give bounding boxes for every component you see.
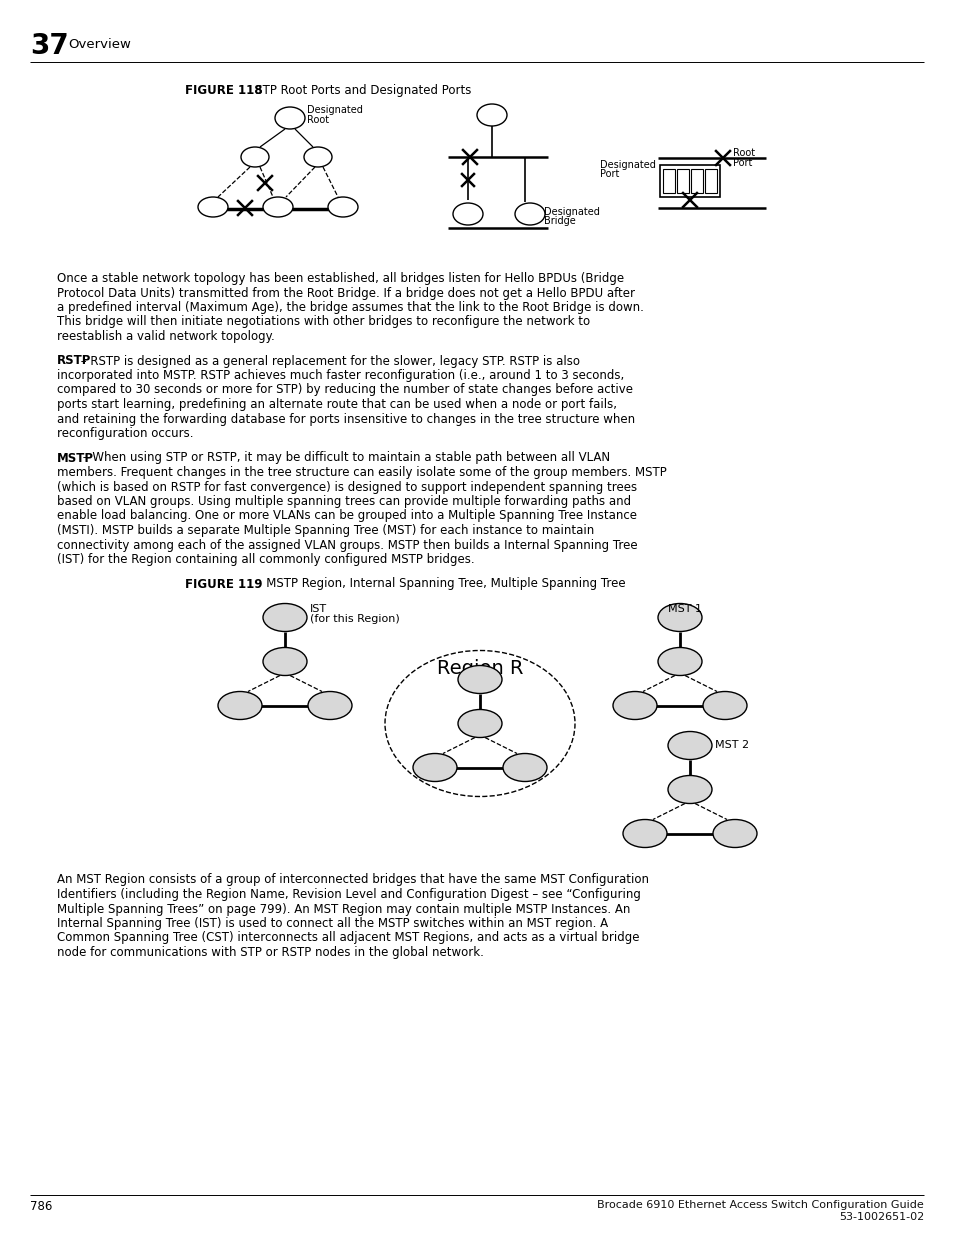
Text: FIGURE 119: FIGURE 119 bbox=[185, 578, 262, 590]
Ellipse shape bbox=[613, 692, 657, 720]
Text: Port: Port bbox=[599, 169, 618, 179]
Ellipse shape bbox=[198, 198, 228, 217]
Text: a predefined interval (Maximum Age), the bridge assumes that the link to the Roo: a predefined interval (Maximum Age), the… bbox=[57, 301, 643, 314]
Ellipse shape bbox=[457, 666, 501, 694]
Text: STP Root Ports and Designated Ports: STP Root Ports and Designated Ports bbox=[244, 84, 471, 98]
Ellipse shape bbox=[502, 753, 546, 782]
Bar bbox=[690, 169, 702, 193]
Text: Once a stable network topology has been established, all bridges listen for Hell: Once a stable network topology has been … bbox=[57, 272, 623, 285]
Text: FIGURE 118: FIGURE 118 bbox=[185, 84, 262, 98]
Ellipse shape bbox=[702, 692, 746, 720]
Text: An MST Region consists of a group of interconnected bridges that have the same M: An MST Region consists of a group of int… bbox=[57, 873, 648, 887]
Text: 37: 37 bbox=[30, 32, 69, 61]
Text: and retaining the forwarding database for ports insensitive to changes in the tr: and retaining the forwarding database fo… bbox=[57, 412, 635, 426]
Text: connectivity among each of the assigned VLAN groups. MSTP then builds a Internal: connectivity among each of the assigned … bbox=[57, 538, 637, 552]
Text: node for communications with STP or RSTP nodes in the global network.: node for communications with STP or RSTP… bbox=[57, 946, 483, 960]
Text: MSTP Region, Internal Spanning Tree, Multiple Spanning Tree: MSTP Region, Internal Spanning Tree, Mul… bbox=[254, 578, 625, 590]
Bar bbox=[659, 165, 720, 198]
Text: reconfiguration occurs.: reconfiguration occurs. bbox=[57, 427, 193, 440]
Ellipse shape bbox=[515, 203, 544, 225]
Ellipse shape bbox=[274, 107, 305, 128]
Text: MSTP: MSTP bbox=[57, 452, 94, 464]
Text: – When using STP or RSTP, it may be difficult to maintain a stable path between : – When using STP or RSTP, it may be diff… bbox=[79, 452, 610, 464]
Text: Root: Root bbox=[732, 148, 755, 158]
Bar bbox=[704, 169, 717, 193]
Text: IST: IST bbox=[310, 604, 327, 614]
Ellipse shape bbox=[413, 753, 456, 782]
Ellipse shape bbox=[476, 104, 506, 126]
Ellipse shape bbox=[263, 198, 293, 217]
Text: incorporated into MSTP. RSTP achieves much faster reconfiguration (i.e., around : incorporated into MSTP. RSTP achieves mu… bbox=[57, 369, 623, 382]
Text: Region R: Region R bbox=[436, 659, 522, 678]
Text: Port: Port bbox=[732, 158, 752, 168]
Bar bbox=[662, 169, 675, 193]
Text: Brocade 6910 Ethernet Access Switch Configuration Guide: Brocade 6910 Ethernet Access Switch Conf… bbox=[597, 1200, 923, 1210]
Ellipse shape bbox=[658, 604, 701, 631]
Ellipse shape bbox=[218, 692, 262, 720]
Ellipse shape bbox=[263, 604, 307, 631]
Text: (for this Region): (for this Region) bbox=[310, 615, 399, 625]
Text: (IST) for the Region containing all commonly configured MSTP bridges.: (IST) for the Region containing all comm… bbox=[57, 553, 475, 566]
Ellipse shape bbox=[658, 647, 701, 676]
Text: Identifiers (including the Region Name, Revision Level and Configuration Digest : Identifiers (including the Region Name, … bbox=[57, 888, 640, 902]
Text: ports start learning, predefining an alternate route that can be used when a nod: ports start learning, predefining an alt… bbox=[57, 398, 617, 411]
Text: Overview: Overview bbox=[68, 38, 131, 51]
Text: Designated: Designated bbox=[543, 207, 599, 217]
Text: 53-1002651-02: 53-1002651-02 bbox=[838, 1212, 923, 1221]
Ellipse shape bbox=[667, 731, 711, 760]
Ellipse shape bbox=[453, 203, 482, 225]
Text: (which is based on RSTP for fast convergence) is designed to support independent: (which is based on RSTP for fast converg… bbox=[57, 480, 637, 494]
Ellipse shape bbox=[308, 692, 352, 720]
Ellipse shape bbox=[457, 709, 501, 737]
Ellipse shape bbox=[712, 820, 757, 847]
Text: Root: Root bbox=[307, 115, 329, 125]
Text: members. Frequent changes in the tree structure can easily isolate some of the g: members. Frequent changes in the tree st… bbox=[57, 466, 666, 479]
Text: Protocol Data Units) transmitted from the Root Bridge. If a bridge does not get : Protocol Data Units) transmitted from th… bbox=[57, 287, 635, 300]
Text: Bridge: Bridge bbox=[543, 216, 576, 226]
Text: reestablish a valid network topology.: reestablish a valid network topology. bbox=[57, 330, 274, 343]
Ellipse shape bbox=[304, 147, 332, 167]
Text: 786: 786 bbox=[30, 1200, 52, 1213]
Ellipse shape bbox=[667, 776, 711, 804]
Text: Designated: Designated bbox=[307, 105, 362, 115]
Text: MST 1: MST 1 bbox=[667, 604, 701, 614]
Text: MST 2: MST 2 bbox=[714, 741, 748, 751]
Text: compared to 30 seconds or more for STP) by reducing the number of state changes : compared to 30 seconds or more for STP) … bbox=[57, 384, 633, 396]
Text: enable load balancing. One or more VLANs can be grouped into a Multiple Spanning: enable load balancing. One or more VLANs… bbox=[57, 510, 637, 522]
Ellipse shape bbox=[241, 147, 269, 167]
Text: based on VLAN groups. Using multiple spanning trees can provide multiple forward: based on VLAN groups. Using multiple spa… bbox=[57, 495, 631, 508]
Text: Designated: Designated bbox=[599, 161, 655, 170]
Text: – RSTP is designed as a general replacement for the slower, legacy STP. RSTP is : – RSTP is designed as a general replacem… bbox=[77, 354, 579, 368]
Text: (MSTI). MSTP builds a separate Multiple Spanning Tree (MST) for each instance to: (MSTI). MSTP builds a separate Multiple … bbox=[57, 524, 594, 537]
Text: RSTP: RSTP bbox=[57, 354, 91, 368]
Ellipse shape bbox=[263, 647, 307, 676]
Bar bbox=[677, 169, 688, 193]
Text: Common Spanning Tree (CST) interconnects all adjacent MST Regions, and acts as a: Common Spanning Tree (CST) interconnects… bbox=[57, 931, 639, 945]
Text: Multiple Spanning Trees” on page 799). An MST Region may contain multiple MSTP I: Multiple Spanning Trees” on page 799). A… bbox=[57, 903, 630, 915]
Text: Internal Spanning Tree (IST) is used to connect all the MSTP switches within an : Internal Spanning Tree (IST) is used to … bbox=[57, 918, 607, 930]
Ellipse shape bbox=[328, 198, 357, 217]
Ellipse shape bbox=[622, 820, 666, 847]
Text: This bridge will then initiate negotiations with other bridges to reconfigure th: This bridge will then initiate negotiati… bbox=[57, 315, 590, 329]
Ellipse shape bbox=[385, 651, 575, 797]
